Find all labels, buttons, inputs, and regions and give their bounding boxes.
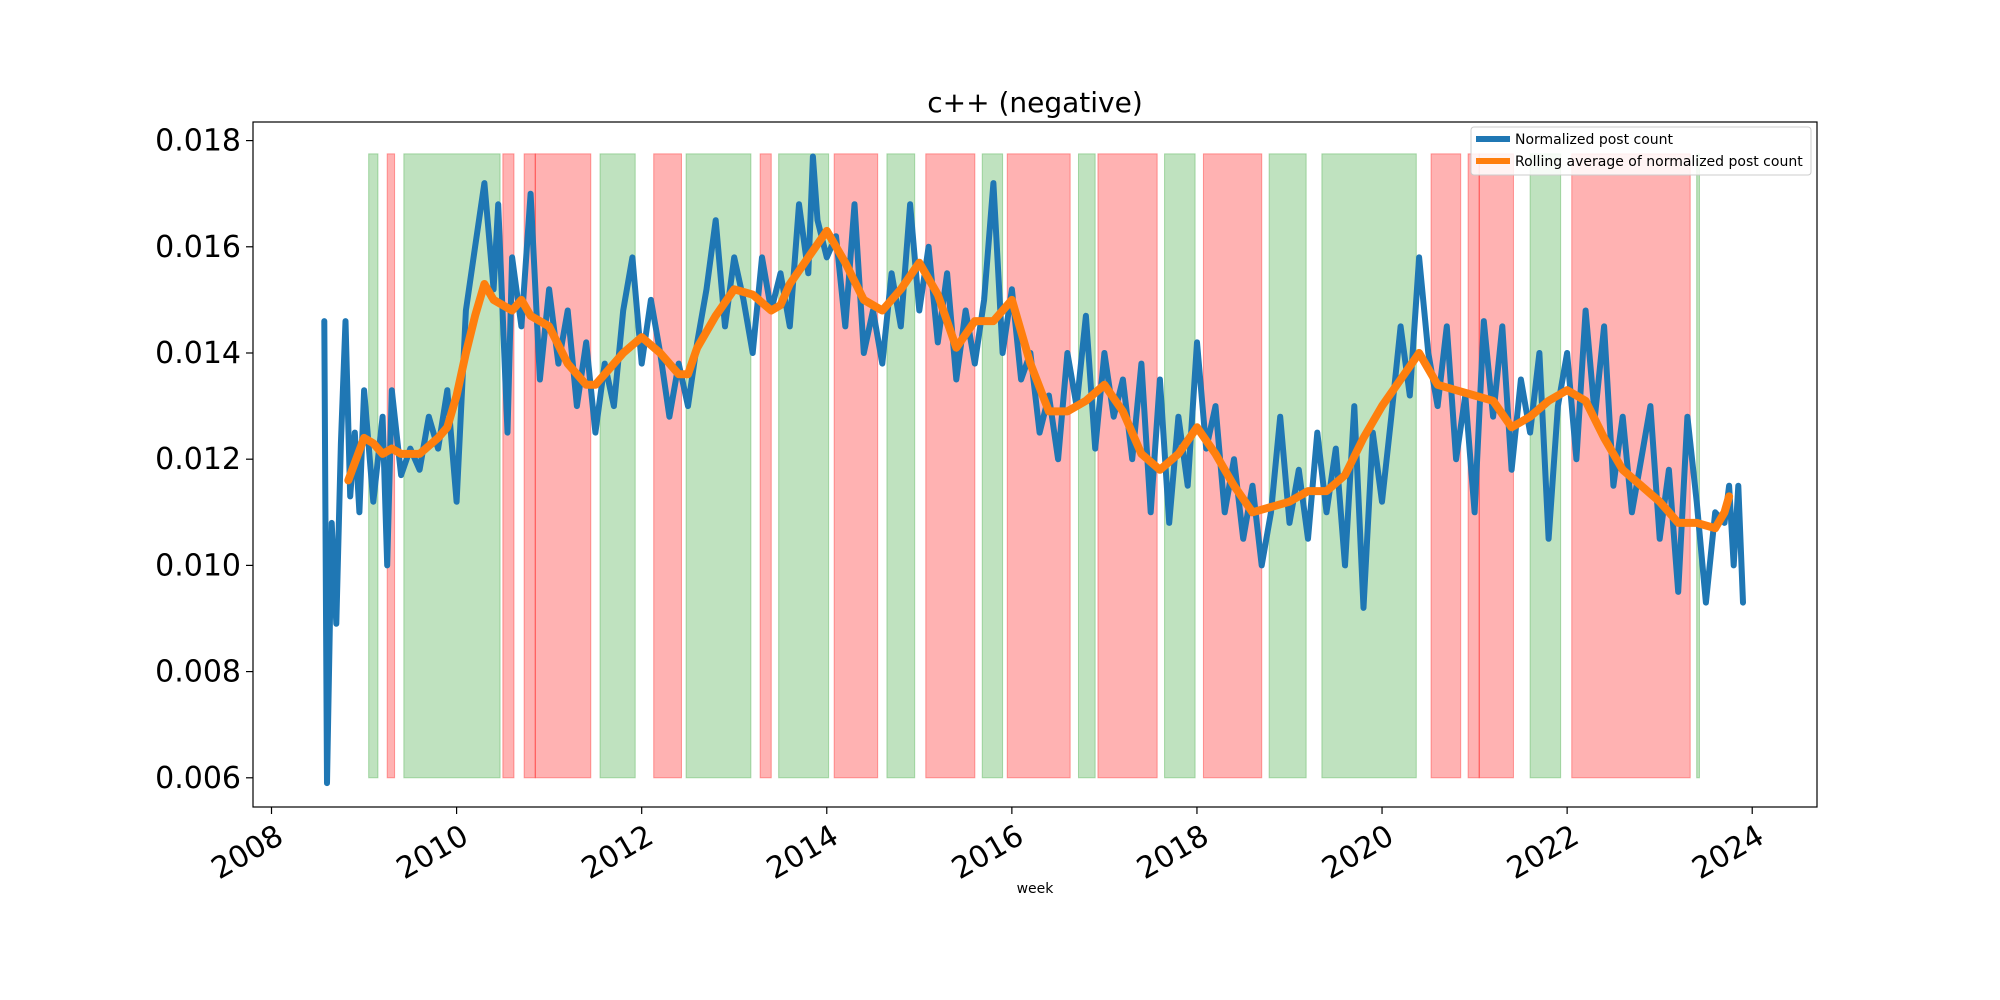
line-rolling-average [344, 226, 1734, 533]
x-axis-label: week [1017, 881, 1055, 897]
y-tick-label-1: 0.008 [155, 655, 241, 690]
span-negative-26 [1571, 153, 1691, 779]
y-tick-label-4: 0.014 [155, 336, 241, 371]
span-negative-7 [653, 153, 682, 779]
plot-frame [252, 121, 1818, 808]
legend: Normalized post count Rolling average of… [1470, 126, 1812, 176]
y-tick-label-0: 0.006 [155, 761, 241, 796]
span-negative-24 [1478, 153, 1514, 779]
legend-label-normalized-post-count: Normalized post count [1515, 132, 1674, 148]
span-negative-9 [759, 153, 772, 779]
legend-box [1470, 126, 1812, 176]
legend-label-rolling-average: Rolling average of normalized post count [1515, 154, 1803, 170]
span-positive-12 [886, 153, 916, 779]
y-tick-label-2: 0.010 [155, 548, 241, 583]
span-negative-5 [534, 153, 592, 779]
y-axis: 0.006 0.008 0.010 0.012 0.014 0.016 0.018 [155, 124, 253, 796]
span-negative-13 [925, 153, 976, 779]
line-normalized-post-count [321, 153, 1746, 787]
span-negative-4 [523, 153, 536, 779]
y-tick-label-3: 0.012 [155, 442, 241, 477]
span-negative-3 [502, 153, 515, 779]
y-tick-label-5: 0.016 [155, 230, 241, 265]
span-positive-6 [599, 153, 636, 779]
span-negative-15 [1006, 153, 1071, 779]
series-lines [321, 153, 1746, 787]
y-tick-label-6: 0.018 [155, 124, 241, 159]
span-positive-16 [1077, 153, 1096, 779]
span-negative-22 [1430, 153, 1462, 779]
span-positive-27 [1696, 153, 1700, 779]
chart-title: c++ (negative) [927, 86, 1143, 119]
sentiment-spans [368, 153, 1700, 779]
